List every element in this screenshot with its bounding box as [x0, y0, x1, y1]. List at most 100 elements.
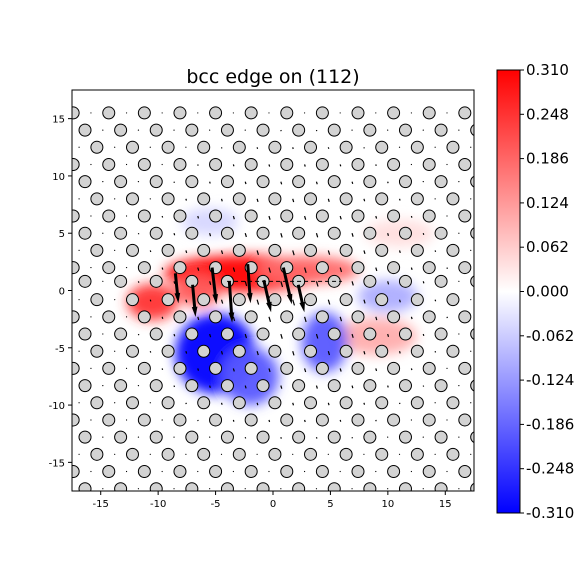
y-tick-label: 5: [59, 229, 65, 240]
atom: [422, 106, 436, 120]
atom: [375, 192, 389, 206]
quiver-dot: [351, 488, 353, 490]
quiver-arrow: [339, 164, 342, 167]
quiver-dot: [149, 146, 151, 148]
atom: [244, 413, 258, 427]
quiver-dot: [458, 384, 460, 387]
quiver-dot: [137, 384, 140, 387]
colorbar-tick-label: -0.062: [526, 327, 574, 345]
atom: [458, 413, 472, 427]
atom: [446, 293, 460, 307]
core-arrow-head: [286, 293, 293, 305]
x-axis: -15 -10 -5 0 5 10 15: [93, 491, 452, 510]
quiver-dot: [244, 488, 246, 490]
atom: [232, 344, 246, 358]
quiver-arrow: [197, 267, 200, 271]
atom: [292, 226, 306, 240]
quiver-arrow: [315, 333, 319, 339]
atom: [137, 413, 151, 427]
quiver-arrow: [232, 215, 235, 220]
quiver-arrow: [209, 281, 212, 286]
atom: [446, 396, 460, 410]
atom: [398, 430, 412, 444]
atom: [173, 361, 187, 375]
quiver-dot: [90, 112, 92, 114]
atom: [446, 243, 460, 257]
atom: [161, 293, 175, 307]
atom: [220, 175, 234, 189]
atom: [209, 157, 223, 171]
quiver-dot: [232, 470, 234, 473]
quiver-dot: [244, 129, 246, 131]
quiver-arrow: [327, 402, 330, 406]
quiver-arrow: [351, 385, 354, 389]
atom: [114, 327, 128, 341]
core-arrow-head: [266, 301, 272, 313]
atom: [351, 361, 365, 375]
atom: [137, 106, 151, 120]
quiver-dot: [90, 470, 92, 473]
atom: [114, 482, 128, 491]
atom: [458, 465, 472, 479]
atom: [173, 413, 187, 427]
atom: [387, 157, 401, 171]
quiver-dot: [482, 316, 483, 317]
atom: [434, 430, 448, 444]
quiver-dot: [137, 436, 140, 438]
atom: [398, 327, 412, 341]
atom: [114, 175, 128, 189]
quiver-dot: [55, 112, 56, 113]
atom: [244, 361, 258, 375]
atom: [149, 274, 163, 288]
quiver-dot: [398, 453, 401, 455]
atom: [315, 209, 329, 223]
quiver-dot: [78, 350, 80, 352]
colorbar-tick-label: -0.186: [526, 415, 574, 433]
atom: [173, 261, 187, 275]
atoms: [32, 106, 474, 491]
field-region: [255, 256, 360, 284]
quiver-arrow: [232, 419, 235, 422]
atom: [304, 140, 318, 154]
field-region: [357, 280, 418, 313]
atom: [125, 192, 139, 206]
quiver-dot: [446, 367, 448, 370]
quiver-arrow: [315, 385, 318, 389]
atom: [197, 344, 211, 358]
x-tick-label: -10: [150, 499, 166, 510]
atom: [387, 209, 401, 223]
quiver-dot: [410, 419, 413, 421]
atom: [375, 344, 389, 358]
quiver-dot: [114, 402, 116, 404]
atom: [410, 192, 424, 206]
atom: [220, 226, 234, 240]
quiver-arrow: [185, 299, 188, 303]
atom: [185, 379, 199, 393]
atom: [197, 140, 211, 154]
quiver-arrow: [327, 351, 331, 356]
atom: [209, 465, 223, 479]
colorbar-tick-label: 0.248: [526, 105, 569, 123]
atom: [351, 157, 365, 171]
quiver-dot: [422, 129, 424, 131]
atom: [72, 361, 80, 375]
quiver-dot: [220, 453, 223, 455]
atom: [161, 447, 175, 461]
y-tick-label: -5: [55, 344, 65, 355]
atom: [137, 157, 151, 171]
quiver-arrow: [292, 250, 295, 256]
quiver-dot: [268, 470, 270, 473]
atom: [72, 261, 80, 275]
atom: [197, 396, 211, 410]
atom: [43, 431, 55, 443]
quiver-dot: [482, 419, 483, 420]
quiver-dot: [292, 453, 294, 455]
quiver-dot: [482, 112, 483, 113]
atom: [470, 431, 474, 444]
atom: [422, 465, 436, 479]
atom: [32, 362, 44, 374]
atom: [72, 209, 80, 223]
quiver-dot: [55, 215, 56, 216]
atom: [315, 261, 329, 275]
